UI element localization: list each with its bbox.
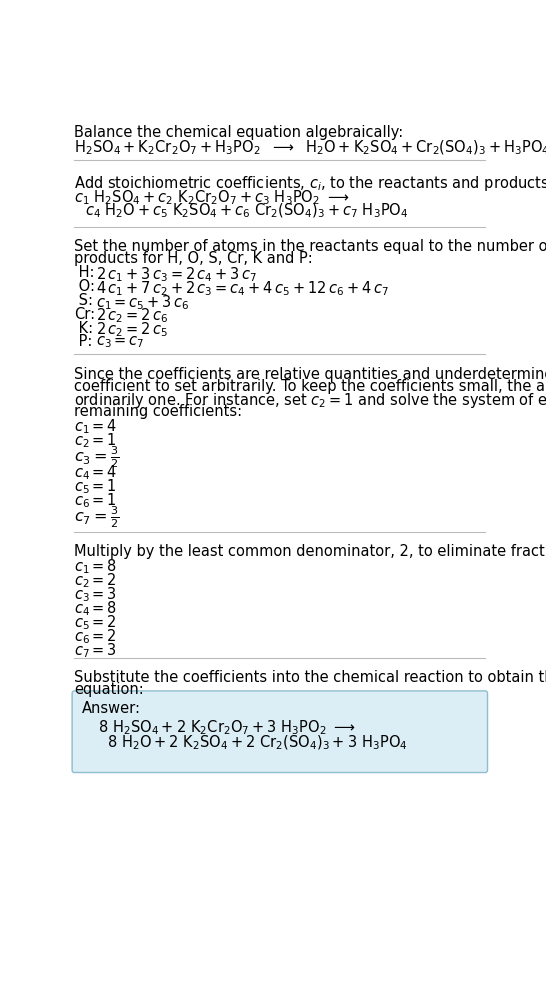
Text: $c_1\ \mathsf{H_2SO_4} + c_2\ \mathsf{K_2Cr_2O_7} + c_3\ \mathsf{H_3PO_2}\ \long: $c_1\ \mathsf{H_2SO_4} + c_2\ \mathsf{K_… (74, 188, 350, 207)
Text: P:: P: (74, 335, 93, 349)
Text: Cr:: Cr: (74, 307, 96, 322)
Text: $c_3 = c_7$: $c_3 = c_7$ (96, 335, 145, 350)
Text: $c_4 = 8$: $c_4 = 8$ (74, 599, 118, 618)
Text: $c_1 = 8$: $c_1 = 8$ (74, 557, 118, 576)
Text: Answer:: Answer: (82, 701, 141, 716)
Text: $2\,c_2 = 2\,c_6$: $2\,c_2 = 2\,c_6$ (96, 307, 168, 326)
Text: $\mathsf{H_2SO_4 + K_2Cr_2O_7 + H_3PO_2}$  $\longrightarrow$  $\mathsf{H_2O + K_: $\mathsf{H_2SO_4 + K_2Cr_2O_7 + H_3PO_2}… (74, 139, 546, 157)
Text: remaining coefficients:: remaining coefficients: (74, 404, 242, 419)
Text: Add stoichiometric coefficients, $c_i$, to the reactants and products:: Add stoichiometric coefficients, $c_i$, … (74, 174, 546, 193)
Text: H:: H: (74, 265, 95, 280)
Text: $4\,c_1 + 7\,c_2 + 2\,c_3 = c_4 + 4\,c_5 + 12\,c_6 + 4\,c_7$: $4\,c_1 + 7\,c_2 + 2\,c_3 = c_4 + 4\,c_5… (96, 279, 389, 298)
Text: Balance the chemical equation algebraically:: Balance the chemical equation algebraica… (74, 125, 403, 140)
Text: equation:: equation: (74, 682, 144, 697)
Text: coefficient to set arbitrarily. To keep the coefficients small, the arbitrary va: coefficient to set arbitrarily. To keep … (74, 379, 546, 394)
Text: S:: S: (74, 293, 93, 308)
Text: $c_6 = 2$: $c_6 = 2$ (74, 627, 117, 645)
Text: $c_6 = 1$: $c_6 = 1$ (74, 491, 117, 510)
Text: $c_1 = 4$: $c_1 = 4$ (74, 418, 118, 437)
Text: Substitute the coefficients into the chemical reaction to obtain the balanced: Substitute the coefficients into the che… (74, 670, 546, 685)
Text: $8\ \mathsf{H_2O} + 2\ \mathsf{K_2SO_4} + 2\ \mathsf{Cr_2(SO_4)_3} + 3\ \mathsf{: $8\ \mathsf{H_2O} + 2\ \mathsf{K_2SO_4} … (107, 734, 408, 751)
Text: $c_3 = 3$: $c_3 = 3$ (74, 585, 117, 604)
Text: $c_4\ \mathsf{H_2O} + c_5\ \mathsf{K_2SO_4} + c_6\ \mathsf{Cr_2(SO_4)_3} + c_7\ : $c_4\ \mathsf{H_2O} + c_5\ \mathsf{K_2SO… (85, 202, 409, 221)
Text: products for H, O, S, Cr, K and P:: products for H, O, S, Cr, K and P: (74, 251, 313, 266)
Text: $c_7 = \frac{3}{2}$: $c_7 = \frac{3}{2}$ (74, 504, 120, 530)
Text: $c_3 = \frac{3}{2}$: $c_3 = \frac{3}{2}$ (74, 444, 120, 469)
Text: $2\,c_1 + 3\,c_3 = 2\,c_4 + 3\,c_7$: $2\,c_1 + 3\,c_3 = 2\,c_4 + 3\,c_7$ (96, 265, 257, 284)
Text: $c_2 = 2$: $c_2 = 2$ (74, 571, 117, 590)
Text: ordinarily one. For instance, set $c_2 = 1$ and solve the system of equations fo: ordinarily one. For instance, set $c_2 =… (74, 391, 546, 411)
Text: Multiply by the least common denominator, 2, to eliminate fractional coefficient: Multiply by the least common denominator… (74, 544, 546, 558)
Text: K:: K: (74, 321, 93, 336)
Text: O:: O: (74, 279, 96, 294)
Text: $c_4 = 4$: $c_4 = 4$ (74, 463, 118, 482)
Text: $c_1 = c_5 + 3\,c_6$: $c_1 = c_5 + 3\,c_6$ (96, 293, 189, 312)
FancyBboxPatch shape (72, 691, 488, 772)
Text: $c_5 = 1$: $c_5 = 1$ (74, 477, 117, 496)
Text: $8\ \mathsf{H_2SO_4} + 2\ \mathsf{K_2Cr_2O_7} + 3\ \mathsf{H_3PO_2}\ \longrighta: $8\ \mathsf{H_2SO_4} + 2\ \mathsf{K_2Cr_… (98, 718, 356, 737)
Text: $c_7 = 3$: $c_7 = 3$ (74, 641, 117, 659)
Text: $c_2 = 1$: $c_2 = 1$ (74, 432, 117, 450)
Text: $2\,c_2 = 2\,c_5$: $2\,c_2 = 2\,c_5$ (96, 321, 168, 340)
Text: Set the number of atoms in the reactants equal to the number of atoms in the: Set the number of atoms in the reactants… (74, 239, 546, 253)
Text: $c_5 = 2$: $c_5 = 2$ (74, 613, 117, 632)
Text: Since the coefficients are relative quantities and underdetermined, choose a: Since the coefficients are relative quan… (74, 366, 546, 382)
